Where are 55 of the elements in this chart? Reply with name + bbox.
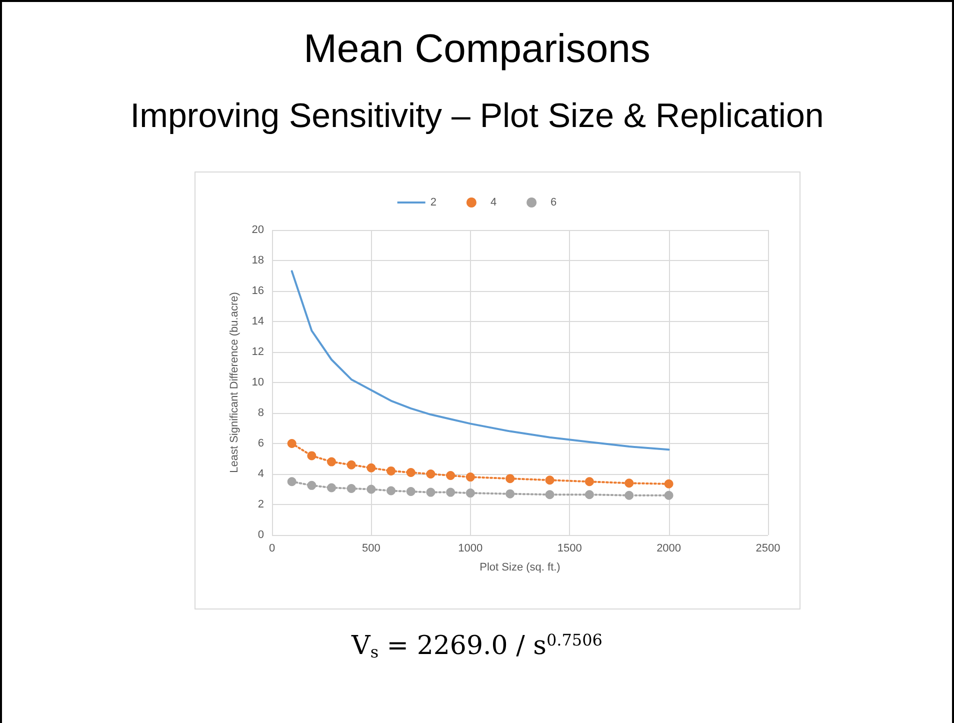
y-tick-label: 4 [258, 468, 264, 480]
y-tick-label: 8 [258, 407, 264, 419]
point [346, 484, 356, 493]
chart-subtitle: Improving Sensitivity – Plot Size & Replication [130, 97, 824, 135]
legend-label: 4 [490, 196, 497, 208]
point [664, 479, 674, 488]
y-tick-label: 0 [258, 529, 264, 541]
point [307, 451, 316, 460]
point [506, 489, 515, 498]
point [287, 439, 296, 448]
line-series [290, 270, 670, 451]
point [346, 460, 356, 470]
x-tick-label: 0 [268, 542, 276, 554]
point [624, 478, 634, 488]
point [506, 474, 515, 484]
y-tick-label: 6 [258, 438, 264, 450]
y-tick-label: 14 [252, 316, 264, 328]
y-tick-label: 10 [252, 376, 264, 388]
x-tick-label: 2500 [756, 542, 780, 554]
y-tick-label: 2 [258, 498, 264, 510]
point [406, 468, 416, 477]
x-tick-label: 2000 [656, 542, 682, 554]
point [545, 490, 554, 500]
point [287, 477, 296, 486]
point [366, 463, 376, 472]
point [584, 477, 594, 486]
x-axis-title: Plot Size (sq. ft.) [480, 562, 560, 574]
legend-label: 6 [550, 196, 557, 208]
point [366, 484, 376, 494]
y-tick-label: 12 [252, 346, 264, 358]
point [327, 483, 336, 492]
x-tick-label: 1000 [458, 542, 483, 554]
x-tick-label: 500 [362, 542, 380, 554]
y-tick-label: 16 [252, 285, 264, 297]
point [307, 480, 316, 490]
chart-title: Mean Comparisons [304, 27, 650, 71]
point [446, 488, 456, 497]
point [327, 457, 336, 466]
point [426, 470, 436, 478]
point [545, 476, 554, 485]
point [664, 490, 674, 500]
point [584, 490, 594, 500]
y-tick-label: 20 [252, 224, 264, 236]
legend-label: 2 [430, 196, 436, 208]
x-tick-label: 1500 [557, 542, 582, 554]
point [386, 466, 396, 476]
point [406, 487, 416, 496]
point [386, 486, 396, 496]
point [466, 472, 475, 482]
point [446, 471, 456, 480]
y-tick-label: 18 [252, 254, 264, 266]
point [624, 490, 634, 500]
point [426, 488, 436, 497]
point [466, 488, 475, 498]
y-axis-title: Least Significant Difference (bu.acre) [228, 292, 240, 473]
